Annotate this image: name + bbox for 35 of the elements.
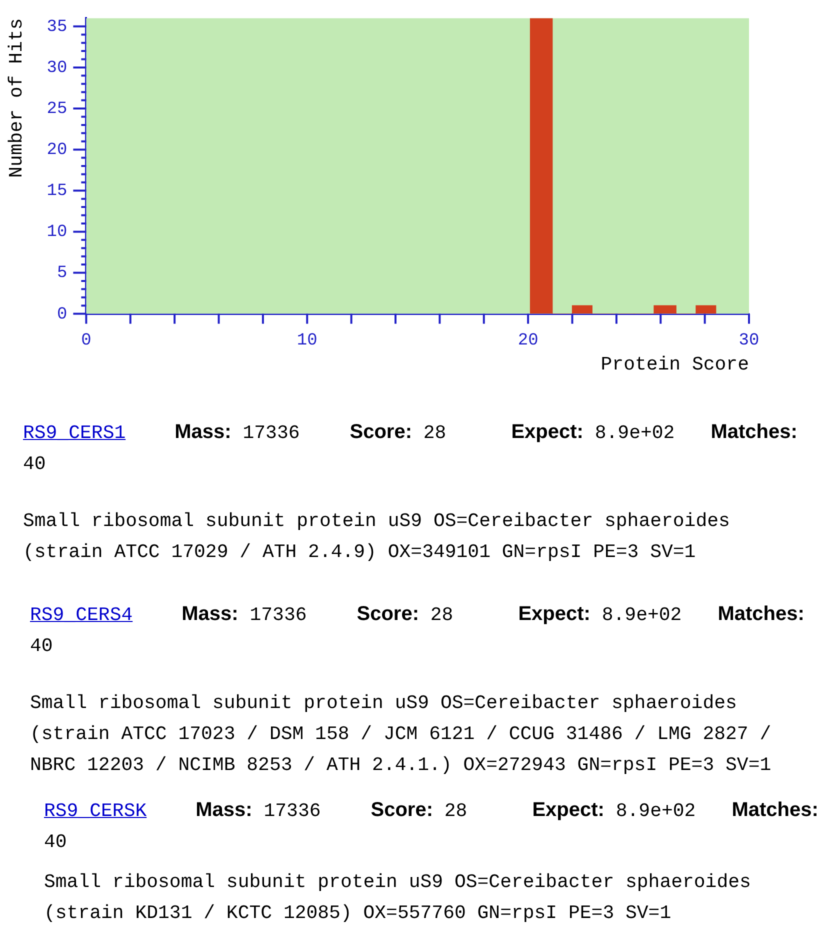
- y-tick-label: 20: [46, 141, 68, 160]
- text: Small ribosomal subunit protein uS9 OS=Cereibacter sphaeroides (strain ATCC 17029 / ATH 2.4.9) OX=349101 GN=rpsI PE=3 SV=1: [23, 509, 731, 565]
- text: Matches:: [732, 799, 818, 821]
- text: RS9_CERS4: [30, 604, 133, 626]
- y-tick-label: 25: [46, 100, 68, 120]
- text: 40: [44, 831, 67, 853]
- x-axis-title: Protein Score: [600, 354, 749, 376]
- text: Expect: 8.9e+02: [532, 799, 696, 822]
- y-tick-label: 30: [46, 58, 68, 78]
- text: Matches:: [710, 421, 798, 443]
- text: Expect: 8.9e+02: [511, 421, 675, 444]
- x-tick-label: 20: [518, 332, 538, 350]
- text: 40: [30, 635, 53, 657]
- text: Small ribosomal subunit protein uS9 OS=Cereibacter sphaeroides (strain KD131 / KCTC 12085) OX=557760 GN=rpsI PE=3 SV=1: [44, 870, 752, 926]
- text: Matches:: [718, 603, 804, 625]
- text: Mass: 17336: [182, 603, 307, 626]
- y-tick-label: 15: [46, 182, 68, 202]
- y-axis-title: Number of Hits: [5, 18, 28, 178]
- x-tick-label: 0: [81, 332, 92, 350]
- text: RS9_CERS1: [23, 422, 126, 444]
- text: 40: [23, 453, 46, 475]
- x-tick-label: 10: [296, 332, 318, 350]
- y-tick-label: 10: [46, 223, 68, 242]
- text: Mass: 17336: [196, 799, 321, 822]
- y-tick-label: 5: [57, 264, 68, 284]
- text: Expect: 8.9e+02: [518, 603, 682, 626]
- text: Score: 28: [350, 421, 446, 444]
- x-tick-label: 30: [738, 332, 760, 350]
- text: RS9_CERSK: [44, 800, 147, 822]
- text: Small ribosomal subunit protein uS9 OS=Cereibacter sphaeroides (strain ATCC 17023 / DSM 158 / JCM 6121 / CCUG 31486 / LMG 2827 / NBRC 12203 / NCIMB 8253 / ATH 2.4.1.) OX=272943 GN=rpsI PE=3 SV=1: [30, 691, 772, 778]
- text: Mass: 17336: [174, 421, 300, 444]
- text: Score: 28: [370, 799, 468, 822]
- y-tick-label: 35: [46, 18, 68, 37]
- y-tick-label: 0: [57, 305, 68, 324]
- text: Score: 28: [356, 603, 454, 626]
